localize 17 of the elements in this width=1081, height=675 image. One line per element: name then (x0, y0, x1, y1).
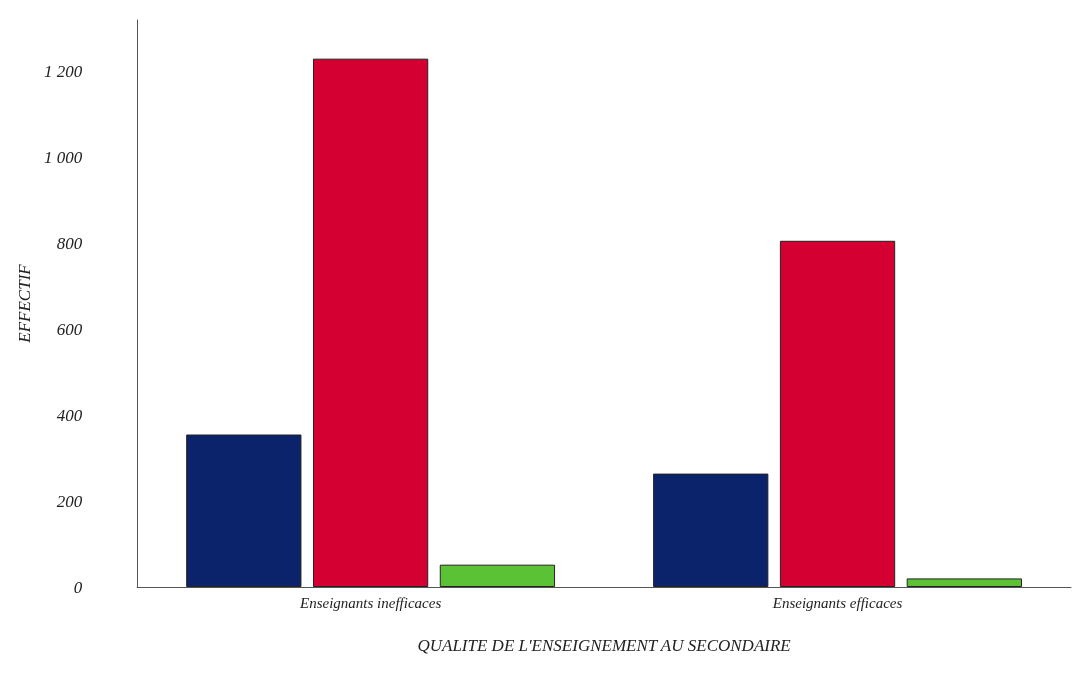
y-tick-label: 0 (73, 577, 83, 597)
y-tick-label: 1 200 (43, 62, 83, 82)
bar (779, 240, 896, 587)
y-tick-label: 1 000 (43, 147, 83, 167)
bar (186, 434, 302, 587)
y-tick-label: 800 (56, 233, 83, 253)
bar (906, 578, 1022, 587)
bar (312, 58, 429, 587)
bar (439, 564, 556, 587)
bar (653, 473, 769, 587)
y-tick-label: 400 (56, 405, 83, 425)
y-tick-label: 600 (56, 319, 83, 339)
y-tick-label: 200 (56, 491, 83, 511)
x-axis-title: QUALITE DE L'ENSEIGNEMENT AU SECONDAIRE (417, 636, 792, 655)
x-tick-label: Enseignants efficaces (771, 594, 903, 611)
y-axis-title: EFFECTIF (15, 263, 34, 344)
x-tick-label: Enseignants inefficaces (299, 594, 442, 611)
